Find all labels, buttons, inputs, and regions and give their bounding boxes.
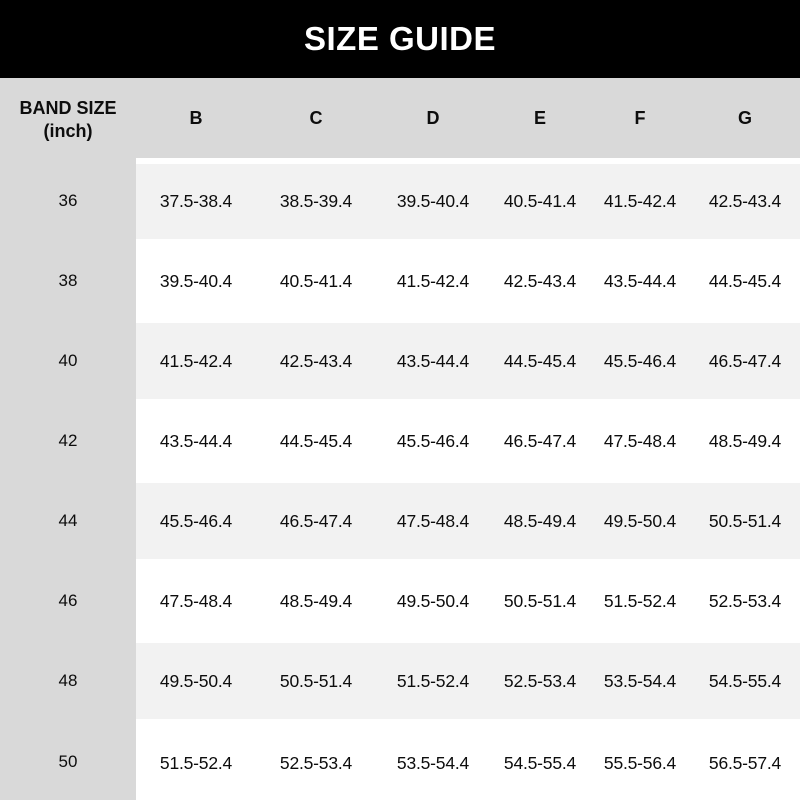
size-range-cell: 49.5-50.4 (136, 639, 256, 721)
size-range-cell: 47.5-48.4 (590, 399, 690, 481)
size-range-cell: 52.5-53.4 (490, 639, 590, 721)
size-range-cell: 53.5-54.4 (376, 719, 490, 800)
size-range-cell: 44.5-45.4 (256, 399, 376, 481)
band-size-cell: 50 (0, 721, 136, 800)
band-size-label-line2: (inch) (43, 120, 93, 141)
table-row-band-50: 50 51.5-52.4 52.5-53.4 53.5-54.4 54.5-55… (0, 719, 800, 800)
column-header-g: G (690, 78, 800, 164)
size-range-cell: 47.5-48.4 (376, 479, 490, 561)
size-range-cell: 50.5-51.4 (690, 479, 800, 561)
band-size-cell: 46 (0, 561, 136, 641)
size-range-cell: 50.5-51.4 (256, 639, 376, 721)
table-row-band-36: 36 37.5-38.4 38.5-39.4 39.5-40.4 40.5-41… (0, 159, 800, 241)
size-range-cell: 39.5-40.4 (376, 159, 490, 241)
size-range-cell: 45.5-46.4 (590, 319, 690, 401)
size-range-cell: 49.5-50.4 (590, 479, 690, 561)
size-range-cell: 40.5-41.4 (490, 159, 590, 241)
size-range-cell: 42.5-43.4 (256, 319, 376, 401)
size-range-cell: 45.5-46.4 (376, 399, 490, 481)
band-size-cell: 36 (0, 161, 136, 241)
table-row-band-42: 42 43.5-44.4 44.5-45.4 45.5-46.4 46.5-47… (0, 399, 800, 481)
size-range-cell: 49.5-50.4 (376, 559, 490, 641)
table-row-band-44: 44 45.5-46.4 46.5-47.4 47.5-48.4 48.5-49… (0, 479, 800, 561)
size-range-cell: 50.5-51.4 (490, 559, 590, 641)
size-range-cell: 47.5-48.4 (136, 559, 256, 641)
size-range-cell: 46.5-47.4 (490, 399, 590, 481)
size-range-cell: 48.5-49.4 (490, 479, 590, 561)
column-header-b: B (136, 78, 256, 164)
size-range-cell: 51.5-52.4 (590, 559, 690, 641)
size-range-cell: 38.5-39.4 (256, 159, 376, 241)
size-range-cell: 52.5-53.4 (256, 719, 376, 800)
size-chart-table: BAND SIZE (inch) B C D E F G 36 37.5-38.… (0, 78, 800, 800)
table-row-band-46: 46 47.5-48.4 48.5-49.4 49.5-50.4 50.5-51… (0, 559, 800, 641)
size-range-cell: 42.5-43.4 (690, 159, 800, 241)
size-range-cell: 46.5-47.4 (690, 319, 800, 401)
size-range-cell: 39.5-40.4 (136, 239, 256, 321)
size-range-cell: 42.5-43.4 (490, 239, 590, 321)
band-size-cell: 48 (0, 641, 136, 721)
table-row-band-40: 40 41.5-42.4 42.5-43.4 43.5-44.4 44.5-45… (0, 319, 800, 401)
size-range-cell: 51.5-52.4 (376, 639, 490, 721)
size-range-cell: 44.5-45.4 (490, 319, 590, 401)
size-range-cell: 43.5-44.4 (136, 399, 256, 481)
size-range-cell: 40.5-41.4 (256, 239, 376, 321)
size-range-cell: 53.5-54.4 (590, 639, 690, 721)
size-range-cell: 56.5-57.4 (690, 719, 800, 800)
size-range-cell: 43.5-44.4 (376, 319, 490, 401)
size-range-cell: 54.5-55.4 (490, 719, 590, 800)
size-range-cell: 48.5-49.4 (690, 399, 800, 481)
size-range-cell: 41.5-42.4 (376, 239, 490, 321)
band-size-cell: 42 (0, 401, 136, 481)
size-range-cell: 52.5-53.4 (690, 559, 800, 641)
band-size-label-line1: BAND SIZE (19, 98, 117, 118)
column-header-f: F (590, 78, 690, 164)
size-range-cell: 44.5-45.4 (690, 239, 800, 321)
column-header-band-size: BAND SIZE (inch) (0, 78, 136, 161)
header-row: BAND SIZE (inch) B C D E F G (0, 78, 800, 164)
column-header-e: E (490, 78, 590, 164)
size-range-cell: 51.5-52.4 (136, 719, 256, 800)
size-range-cell: 45.5-46.4 (136, 479, 256, 561)
table-row-band-48: 48 49.5-50.4 50.5-51.4 51.5-52.4 52.5-53… (0, 639, 800, 721)
size-guide-banner: SIZE GUIDE (0, 0, 800, 78)
size-range-cell: 55.5-56.4 (590, 719, 690, 800)
size-range-cell: 41.5-42.4 (136, 319, 256, 401)
band-size-cell: 44 (0, 481, 136, 561)
table-row-band-38: 38 39.5-40.4 40.5-41.4 41.5-42.4 42.5-43… (0, 239, 800, 321)
size-range-cell: 48.5-49.4 (256, 559, 376, 641)
band-size-cell: 40 (0, 321, 136, 401)
column-header-c: C (256, 78, 376, 164)
size-range-cell: 37.5-38.4 (136, 159, 256, 241)
column-header-d: D (376, 78, 490, 164)
size-range-cell: 54.5-55.4 (690, 639, 800, 721)
size-range-cell: 43.5-44.4 (590, 239, 690, 321)
page-title: SIZE GUIDE (303, 20, 497, 57)
band-size-cell: 38 (0, 241, 136, 321)
size-range-cell: 41.5-42.4 (590, 159, 690, 241)
size-range-cell: 46.5-47.4 (256, 479, 376, 561)
